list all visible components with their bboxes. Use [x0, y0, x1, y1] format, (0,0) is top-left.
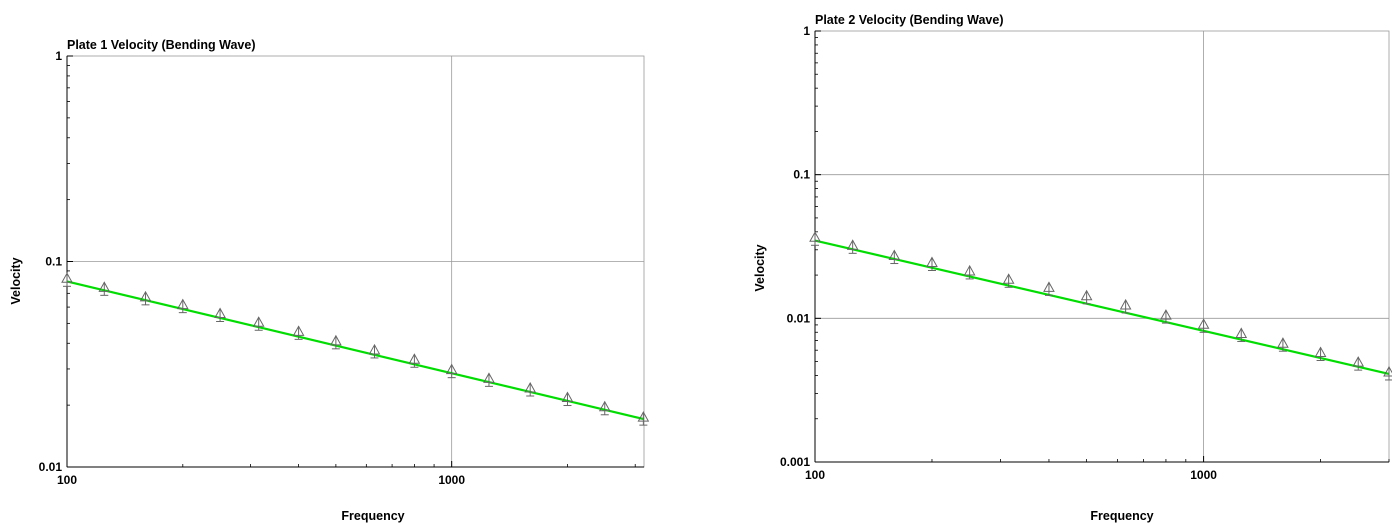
- data-point-marker: [1160, 309, 1172, 324]
- data-point-marker: [368, 343, 381, 359]
- data-point-marker: [1314, 346, 1327, 362]
- data-point-marker: [408, 353, 421, 368]
- data-point-marker: [61, 272, 73, 287]
- y-axis-label: Velocity: [753, 244, 767, 291]
- data-point-marker: [963, 264, 976, 280]
- data-point-marker: [483, 372, 495, 387]
- data-point-marker: [846, 239, 859, 254]
- data-point-marker: [524, 381, 537, 397]
- data-point-marker: [292, 325, 305, 340]
- data-point-marker: [561, 391, 574, 407]
- y-tick-label: 1: [55, 49, 62, 63]
- data-point-marker: [1043, 281, 1055, 296]
- data-point-marker: [1197, 318, 1210, 333]
- data-point-marker: [1277, 337, 1289, 352]
- chart-title: Plate 1 Velocity (Bending Wave): [67, 38, 255, 52]
- y-axis-label: Velocity: [9, 257, 23, 304]
- data-point-marker: [1235, 327, 1248, 342]
- y-tick-label: 0.1: [45, 255, 62, 269]
- y-tick-label: 0.01: [787, 311, 811, 325]
- data-point-marker: [252, 316, 265, 331]
- data-point-marker: [809, 231, 821, 246]
- y-tick-label: 0.01: [39, 460, 63, 474]
- data-point-marker: [888, 249, 901, 265]
- data-point-marker: [637, 411, 650, 426]
- series-line: [814, 239, 1390, 376]
- y-tick-label: 1: [803, 24, 810, 38]
- x-tick-label: 100: [805, 468, 825, 482]
- data-point-marker: [1352, 356, 1365, 371]
- data-point-marker: [1080, 289, 1093, 305]
- x-axis-label: Frequency: [1090, 509, 1153, 523]
- data-point-marker: [598, 400, 611, 416]
- data-point-marker: [926, 256, 938, 271]
- chart-title: Plate 2 Velocity (Bending Wave): [815, 13, 1003, 27]
- x-axis-label: Frequency: [341, 509, 404, 523]
- data-point-marker: [330, 334, 342, 350]
- x-tick-label: 100: [57, 473, 77, 487]
- data-point-marker: [176, 298, 189, 314]
- data-point-marker: [98, 281, 111, 296]
- chart-plate-1: Plate 1 Velocity (Bending Wave) Velocity…: [9, 38, 650, 523]
- plot-frame: [814, 30, 1390, 463]
- data-point-marker: [214, 307, 226, 323]
- y-tick-label: 0.1: [793, 168, 810, 182]
- data-point-marker: [139, 290, 152, 306]
- data-point-marker: [1002, 273, 1015, 288]
- x-tick-label: 1000: [438, 473, 465, 487]
- series-line: [66, 280, 645, 421]
- chart-plate-2: Plate 2 Velocity (Bending Wave) Velocity…: [753, 13, 1392, 523]
- data-point-marker: [1119, 298, 1132, 314]
- data-point-marker: [445, 363, 458, 379]
- y-tick-label: 0.001: [780, 455, 810, 469]
- x-tick-label: 1000: [1190, 468, 1217, 482]
